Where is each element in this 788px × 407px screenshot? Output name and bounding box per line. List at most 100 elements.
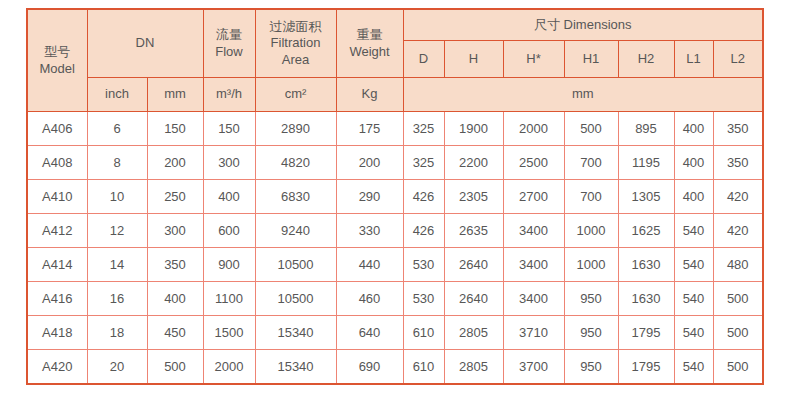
table-row: A420205002000153406906102805370095017955… <box>27 350 763 385</box>
cell-l2: 500 <box>713 316 763 350</box>
cell-l2: 350 <box>713 112 763 146</box>
cell-d: 426 <box>403 180 444 214</box>
cell-weight: 330 <box>336 214 403 248</box>
cell-weight: 460 <box>336 282 403 316</box>
header-dn: DN <box>87 9 203 78</box>
unit-inch: inch <box>87 78 147 112</box>
unit-weight: Kg <box>336 78 403 112</box>
header-dim-d: D <box>403 41 444 78</box>
cell-weight: 175 <box>336 112 403 146</box>
header-row-top: 型号 Model DN 流量 Flow 过滤面积 Filtration Area… <box>27 9 763 41</box>
cell-model: A420 <box>27 350 87 385</box>
cell-h2: 1195 <box>618 146 674 180</box>
cell-h1: 1000 <box>564 248 618 282</box>
cell-mm: 500 <box>147 350 203 385</box>
cell-l2: 500 <box>713 282 763 316</box>
cell-l2: 350 <box>713 146 763 180</box>
cell-mm: 400 <box>147 282 203 316</box>
cell-weight: 200 <box>336 146 403 180</box>
cell-mm: 350 <box>147 248 203 282</box>
cell-h-star: 3700 <box>503 350 564 385</box>
cell-weight: 440 <box>336 248 403 282</box>
cell-h: 2640 <box>444 282 503 316</box>
cell-l1: 540 <box>674 248 713 282</box>
cell-inch: 14 <box>87 248 147 282</box>
cell-h1: 700 <box>564 180 618 214</box>
cell-flow: 2000 <box>203 350 255 385</box>
cell-weight: 640 <box>336 316 403 350</box>
cell-h1: 500 <box>564 112 618 146</box>
cell-h1: 950 <box>564 350 618 385</box>
cell-flow: 150 <box>203 112 255 146</box>
header-model-zh: 型号 <box>30 44 85 60</box>
header-filtration-zh: 过滤面积 <box>258 19 334 35</box>
cell-h2: 895 <box>618 112 674 146</box>
header-flow-zh: 流量 <box>206 27 253 43</box>
cell-inch: 16 <box>87 282 147 316</box>
cell-flow: 600 <box>203 214 255 248</box>
cell-d: 325 <box>403 146 444 180</box>
unit-mm: mm <box>147 78 203 112</box>
cell-l1: 540 <box>674 350 713 385</box>
cell-d: 325 <box>403 112 444 146</box>
cell-h2: 1795 <box>618 350 674 385</box>
cell-flow: 900 <box>203 248 255 282</box>
cell-h1: 950 <box>564 282 618 316</box>
cell-d: 610 <box>403 316 444 350</box>
cell-h: 2200 <box>444 146 503 180</box>
cell-inch: 18 <box>87 316 147 350</box>
cell-h: 2805 <box>444 316 503 350</box>
cell-area: 10500 <box>255 282 336 316</box>
unit-area: cm² <box>255 78 336 112</box>
cell-h-star: 3710 <box>503 316 564 350</box>
cell-d: 530 <box>403 248 444 282</box>
header-dim-l2: L2 <box>713 41 763 78</box>
cell-model: A414 <box>27 248 87 282</box>
cell-weight: 690 <box>336 350 403 385</box>
header-dim-h1: H1 <box>564 41 618 78</box>
cell-h-star: 2500 <box>503 146 564 180</box>
cell-mm: 300 <box>147 214 203 248</box>
cell-area: 4820 <box>255 146 336 180</box>
cell-area: 2890 <box>255 112 336 146</box>
unit-flow: m³/h <box>203 78 255 112</box>
cell-h-star: 3400 <box>503 282 564 316</box>
cell-h2: 1795 <box>618 316 674 350</box>
cell-l2: 420 <box>713 180 763 214</box>
cell-mm: 450 <box>147 316 203 350</box>
header-flow-en: Flow <box>206 44 253 60</box>
cell-h: 2805 <box>444 350 503 385</box>
cell-model: A408 <box>27 146 87 180</box>
cell-inch: 8 <box>87 146 147 180</box>
cell-flow: 400 <box>203 180 255 214</box>
cell-d: 426 <box>403 214 444 248</box>
cell-h1: 700 <box>564 146 618 180</box>
cell-model: A412 <box>27 214 87 248</box>
cell-inch: 10 <box>87 180 147 214</box>
cell-l1: 540 <box>674 214 713 248</box>
cell-h2: 1630 <box>618 282 674 316</box>
cell-l1: 400 <box>674 180 713 214</box>
table-row: A406615015028901753251900200050089540035… <box>27 112 763 146</box>
header-model-en: Model <box>30 61 85 77</box>
cell-l2: 500 <box>713 350 763 385</box>
cell-h2: 1305 <box>618 180 674 214</box>
table-row: A418184501500153406406102805371095017955… <box>27 316 763 350</box>
cell-area: 9240 <box>255 214 336 248</box>
header-weight-zh: 重量 <box>339 27 401 43</box>
header-filtration-en: Filtration Area <box>258 35 334 68</box>
cell-flow: 1500 <box>203 316 255 350</box>
cell-h-star: 3400 <box>503 248 564 282</box>
cell-d: 530 <box>403 282 444 316</box>
cell-inch: 12 <box>87 214 147 248</box>
cell-l2: 420 <box>713 214 763 248</box>
table-row: A414143509001050044053026403400100016305… <box>27 248 763 282</box>
cell-inch: 20 <box>87 350 147 385</box>
table-row: A410102504006830290426230527007001305400… <box>27 180 763 214</box>
cell-area: 15340 <box>255 316 336 350</box>
header-flow: 流量 Flow <box>203 9 255 78</box>
cell-l1: 540 <box>674 316 713 350</box>
header-dim-h-star: H* <box>503 41 564 78</box>
cell-area: 15340 <box>255 350 336 385</box>
cell-h1: 1000 <box>564 214 618 248</box>
